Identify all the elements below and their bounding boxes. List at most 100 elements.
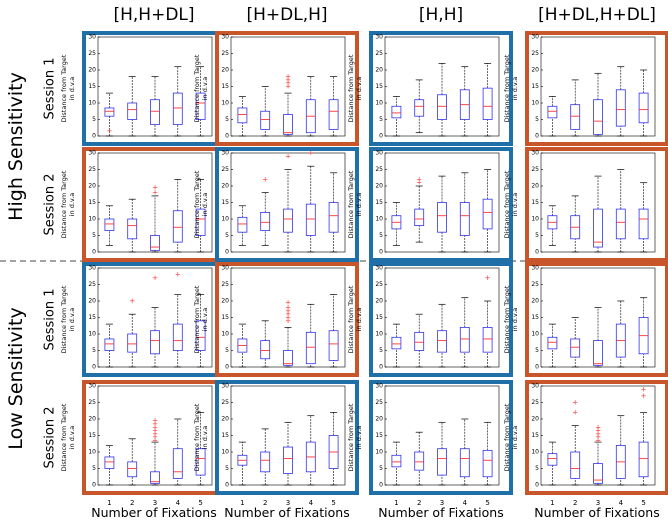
y-tick-label: 0 xyxy=(379,482,383,489)
y-tick-label: 5 xyxy=(379,232,383,239)
box-iqr xyxy=(482,198,493,230)
y-tick-label: 20 xyxy=(88,183,96,190)
outlier-point: + xyxy=(285,76,291,84)
panel: Distance from Target in d.v.a051015202530… xyxy=(347,262,513,377)
y-tick-label: 15 xyxy=(531,432,539,439)
y-tick-label: 15 xyxy=(88,83,96,90)
y-axis-label: Distance from Target xyxy=(193,285,201,353)
outlier-point: + xyxy=(152,436,158,444)
box-iqr xyxy=(414,99,425,117)
y-tick-label: 5 xyxy=(535,232,539,239)
y-tick-label: 10 xyxy=(221,216,229,223)
y-axis-label: in d.v.a xyxy=(201,426,209,450)
box-fixation-4 xyxy=(172,66,183,137)
y-tick-label: 10 xyxy=(88,216,96,223)
y-tick-label: 5 xyxy=(225,116,229,123)
y-tick-label: 30 xyxy=(88,265,96,272)
box-fixation-2 xyxy=(570,195,581,253)
column-titles: [H,H+DL] [H+DL,H] [H,H] [H+DL,H+DL] xyxy=(113,5,655,25)
box-fixation-4 xyxy=(459,418,470,486)
y-tick-label: 10 xyxy=(221,331,229,338)
outlier-point: + xyxy=(152,420,158,428)
outlier-point: + xyxy=(285,304,291,312)
session-label: Session 2 xyxy=(43,406,58,468)
y-tick-label: 5 xyxy=(225,232,229,239)
box-fixation-1 xyxy=(547,96,558,137)
box-fixation-3: + xyxy=(283,152,293,253)
outlier-point: + xyxy=(595,423,601,431)
box-iqr xyxy=(195,208,206,236)
y-axis-label: in d.v.a xyxy=(511,426,519,450)
box-fixation-1 xyxy=(391,441,402,486)
y-axis-label: in d.v.a xyxy=(68,193,76,217)
y-tick-label: 25 xyxy=(531,166,539,173)
box-fixation-1 xyxy=(237,323,248,368)
box-fixation-3: ++++ xyxy=(283,73,293,137)
y-axis-label: in d.v.a xyxy=(201,77,209,101)
box-iqr xyxy=(391,454,402,468)
box-fixation-5 xyxy=(482,169,493,253)
outlier-point: + xyxy=(285,317,291,325)
x-tick-label: 2 xyxy=(573,499,577,507)
y-axis-label: Distance from Target xyxy=(503,403,511,471)
y-tick-label: 25 xyxy=(88,50,96,57)
box-iqr xyxy=(328,330,339,361)
box-iqr xyxy=(638,208,649,240)
box-fixation-3: + xyxy=(150,274,160,368)
group-label: High Sensitivity xyxy=(5,72,27,221)
y-tick-label: 10 xyxy=(221,449,229,456)
x-tick-label: 4 xyxy=(463,499,468,507)
y-tick-label: 30 xyxy=(375,150,383,157)
box-fixation-4 xyxy=(615,415,626,486)
box-fixation-5 xyxy=(195,412,206,486)
box-iqr xyxy=(172,448,183,479)
box-iqr xyxy=(283,208,293,233)
box-fixation-4 xyxy=(459,66,470,137)
outlier-point: + xyxy=(285,83,291,91)
y-tick-label: 5 xyxy=(92,347,96,354)
x-tick-label: 3 xyxy=(153,499,157,507)
box-fixation-1 xyxy=(104,205,115,246)
box-iqr xyxy=(391,336,402,350)
panel: Distance from Target in d.v.a051015202530… xyxy=(503,380,668,507)
y-axis-label: Distance from Target xyxy=(193,403,201,471)
y-tick-label: 20 xyxy=(531,298,539,305)
box-fixation-3 xyxy=(593,175,603,253)
x-tick-label: 3 xyxy=(286,499,290,507)
box-fixation-2: + xyxy=(127,297,138,368)
y-tick-label: 10 xyxy=(531,216,539,223)
session-label: Session 1 xyxy=(43,288,58,350)
outlier-point: + xyxy=(152,184,158,192)
box-fixation-5 xyxy=(638,182,649,253)
box-fixation-2 xyxy=(414,313,425,368)
y-tick-label: 0 xyxy=(225,364,229,371)
box-fixation-4 xyxy=(305,76,316,137)
y-tick-label: 25 xyxy=(221,166,229,173)
box-fixation-1 xyxy=(547,441,558,486)
y-axis-label: Distance from Target xyxy=(60,54,68,122)
box-iqr xyxy=(414,331,425,351)
x-axis-label: Number of Fixations xyxy=(378,505,503,520)
column-title: [H+DL,H+DL] xyxy=(538,5,656,25)
y-tick-label: 15 xyxy=(221,199,229,206)
column-title: [H,H] xyxy=(419,5,463,25)
box-fixation-5: + xyxy=(482,274,493,368)
y-tick-label: 30 xyxy=(88,383,96,390)
box-iqr xyxy=(104,107,115,117)
y-tick-label: 20 xyxy=(88,298,96,305)
y-tick-label: 0 xyxy=(379,249,383,256)
y-axis-label: in d.v.a xyxy=(355,193,363,217)
box-fixation-4 xyxy=(305,303,316,368)
panel: Distance from Target in d.v.a051015202530… xyxy=(193,262,359,377)
box-iqr xyxy=(593,340,603,366)
panel: Distance from Target in d.v.a051015202530… xyxy=(193,31,359,146)
y-axis-label: Distance from Target xyxy=(60,285,68,353)
y-axis-label: in d.v.a xyxy=(68,426,76,450)
y-tick-label: 20 xyxy=(375,416,383,423)
y-tick-label: 15 xyxy=(375,432,383,439)
y-tick-label: 25 xyxy=(531,399,539,406)
y-tick-label: 5 xyxy=(535,347,539,354)
y-axis-label: Distance from Target xyxy=(60,403,68,471)
box-fixation-2: ++ xyxy=(414,175,425,243)
y-tick-label: 10 xyxy=(375,449,383,456)
